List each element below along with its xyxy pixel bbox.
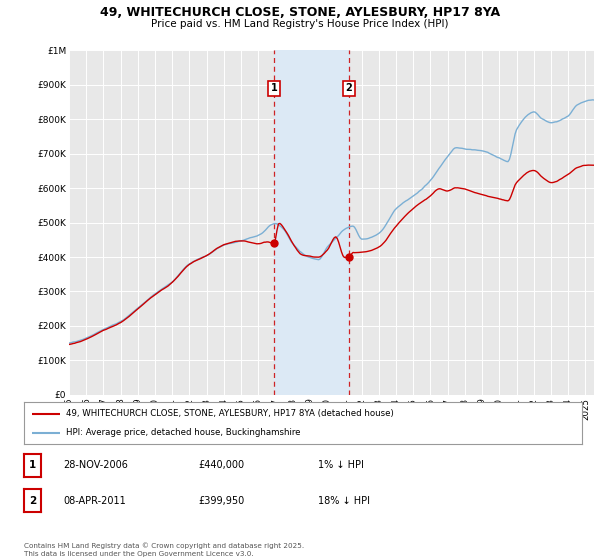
- Text: Price paid vs. HM Land Registry's House Price Index (HPI): Price paid vs. HM Land Registry's House …: [151, 19, 449, 29]
- Text: 08-APR-2011: 08-APR-2011: [63, 496, 126, 506]
- Text: 1: 1: [29, 460, 36, 470]
- Text: 2: 2: [29, 496, 36, 506]
- Bar: [274, 50, 349, 395]
- Text: 49, WHITECHURCH CLOSE, STONE, AYLESBURY, HP17 8YA (detached house): 49, WHITECHURCH CLOSE, STONE, AYLESBURY,…: [66, 409, 394, 418]
- Text: 49, WHITECHURCH CLOSE, STONE, AYLESBURY, HP17 8YA: 49, WHITECHURCH CLOSE, STONE, AYLESBURY,…: [100, 6, 500, 18]
- Text: 18% ↓ HPI: 18% ↓ HPI: [318, 496, 370, 506]
- Text: £399,950: £399,950: [198, 496, 244, 506]
- Text: 1: 1: [271, 83, 277, 94]
- Text: £440,000: £440,000: [198, 460, 244, 470]
- Text: Contains HM Land Registry data © Crown copyright and database right 2025.
This d: Contains HM Land Registry data © Crown c…: [24, 543, 304, 557]
- Text: 1% ↓ HPI: 1% ↓ HPI: [318, 460, 364, 470]
- Text: 2: 2: [346, 83, 352, 94]
- Text: HPI: Average price, detached house, Buckinghamshire: HPI: Average price, detached house, Buck…: [66, 428, 301, 437]
- Text: 28-NOV-2006: 28-NOV-2006: [63, 460, 128, 470]
